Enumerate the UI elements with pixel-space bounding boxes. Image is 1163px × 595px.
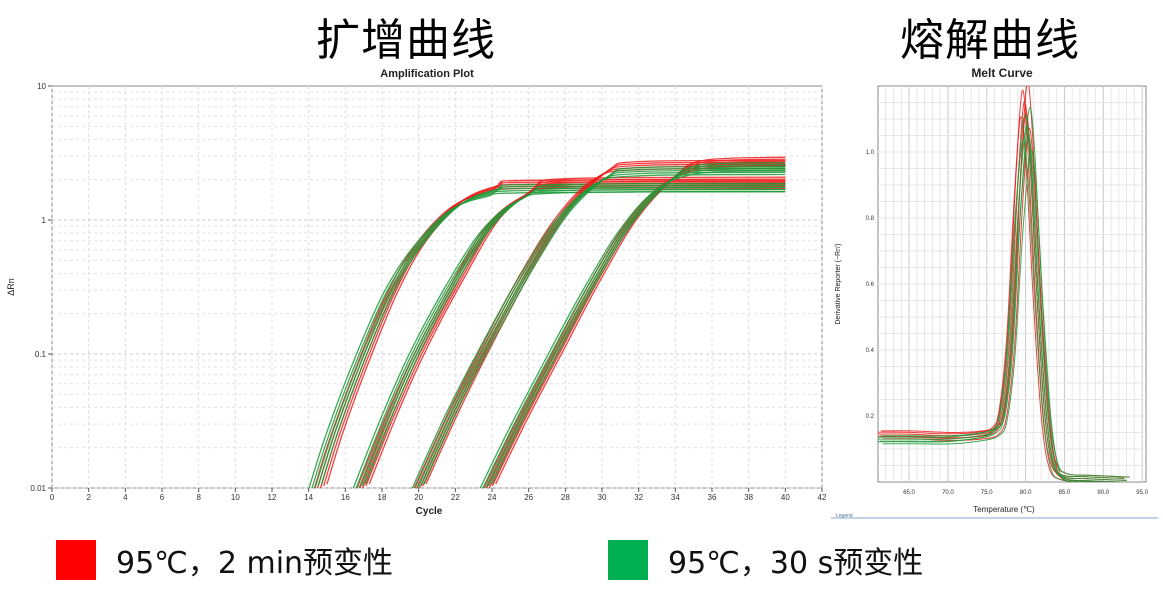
y-tick-label: 0.2 xyxy=(866,414,875,420)
x-tick-label: 28 xyxy=(561,493,570,502)
melt-curve xyxy=(878,114,1125,479)
melt-curve xyxy=(881,86,1130,478)
amplification-curve xyxy=(425,159,786,485)
chart-title: Melt Curve xyxy=(971,66,1033,80)
x-tick-label: 42 xyxy=(818,493,827,502)
x-tick-label: 8 xyxy=(196,493,201,502)
red-swatch xyxy=(56,540,96,580)
x-tick-label: 4 xyxy=(123,493,128,502)
amplification-curve xyxy=(495,156,786,485)
y-tick-label: 0.6 xyxy=(866,282,875,288)
amplification-curve xyxy=(355,188,786,488)
curves xyxy=(308,156,786,488)
x-tick-label: 80.0 xyxy=(1020,490,1032,496)
y-tick-label: 0.1 xyxy=(35,350,47,359)
amplification-curve xyxy=(479,170,786,488)
amplification-curve xyxy=(320,182,786,485)
x-tick-label: 6 xyxy=(160,493,165,502)
y-tick-label: 1.0 xyxy=(866,150,875,156)
amplification-curve xyxy=(414,171,786,488)
melt-curve xyxy=(878,89,1125,479)
melt-curve xyxy=(882,149,1072,482)
y-tick-label: 1 xyxy=(42,216,47,225)
x-tick-label: 32 xyxy=(634,493,643,502)
amplification-curve xyxy=(485,166,786,488)
x-tick-label: 14 xyxy=(304,493,313,502)
y-tick-label: 0.8 xyxy=(866,216,875,222)
amplification-heading: 扩增曲线 xyxy=(316,15,496,66)
amplification-curve xyxy=(482,168,786,488)
x-tick-label: 0 xyxy=(50,493,55,502)
y-tick-label: 0.4 xyxy=(866,348,875,354)
x-tick-label: 2 xyxy=(86,493,91,502)
amplification-curve xyxy=(420,167,786,487)
plot-area xyxy=(51,85,823,489)
melt-curve-plot: Melt Curve 65.0 70.0 75.0 80.0 85.0 90.0 95.0 0.… xyxy=(831,66,1158,519)
melt-heading: 熔解曲线 xyxy=(900,15,1080,66)
x-tick-label: 34 xyxy=(671,493,680,502)
x-tick-label: 95.0 xyxy=(1136,490,1148,496)
y-axis-label: Derivative Reporter (−Rn′) xyxy=(835,243,842,324)
x-axis-label: Temperature (℃) xyxy=(973,505,1035,514)
x-tick-label: 18 xyxy=(378,493,387,502)
curves xyxy=(878,86,1130,482)
x-tick-label: 10 xyxy=(231,493,240,502)
amplification-curve xyxy=(423,165,786,485)
amplification-curve xyxy=(352,191,786,488)
y-tick-label: 0.01 xyxy=(30,484,46,493)
x-tick-label: 40 xyxy=(781,493,790,502)
melt-curve xyxy=(878,124,1127,481)
chart-title: Amplification Plot xyxy=(380,68,474,80)
x-tick-label: 70.0 xyxy=(942,490,954,496)
x-axis-label: Cycle xyxy=(416,506,443,517)
melt-curve xyxy=(881,106,1130,478)
x-tick-label: 85.0 xyxy=(1059,490,1071,496)
x-tick-label: 26 xyxy=(524,493,533,502)
x-tick-label: 30 xyxy=(598,493,607,502)
legend-item-30s: 95℃，30 s预变性 xyxy=(608,538,923,582)
x-tick-label: 12 xyxy=(268,493,277,502)
x-tick-label: 75.0 xyxy=(981,490,993,496)
y-tick-label: 10 xyxy=(37,82,46,91)
x-tick-label: 20 xyxy=(414,493,423,502)
legend-caption: Legend xyxy=(836,513,853,519)
amplification-curve xyxy=(491,162,786,485)
amplification-curve xyxy=(368,176,786,485)
legend-item-2min: 95℃，2 min预变性 xyxy=(56,538,393,582)
x-tick-label: 36 xyxy=(708,493,717,502)
x-tick-label: 22 xyxy=(451,493,460,502)
legend-label-2min: 95℃，2 min预变性 xyxy=(116,546,394,581)
x-tick-label: 16 xyxy=(341,493,350,502)
amplification-curve xyxy=(411,173,786,488)
x-tick-label: 90.0 xyxy=(1097,490,1109,496)
x-tick-label: 65.0 xyxy=(903,490,915,496)
amplification-curve xyxy=(488,164,786,487)
legend-label-30s: 95℃，30 s预变性 xyxy=(668,546,924,581)
green-swatch xyxy=(608,540,648,580)
amplification-curve xyxy=(417,169,786,488)
x-tick-label: 24 xyxy=(488,493,497,502)
x-tick-label: 38 xyxy=(744,493,753,502)
y-axis-label: ΔRn xyxy=(6,278,16,296)
